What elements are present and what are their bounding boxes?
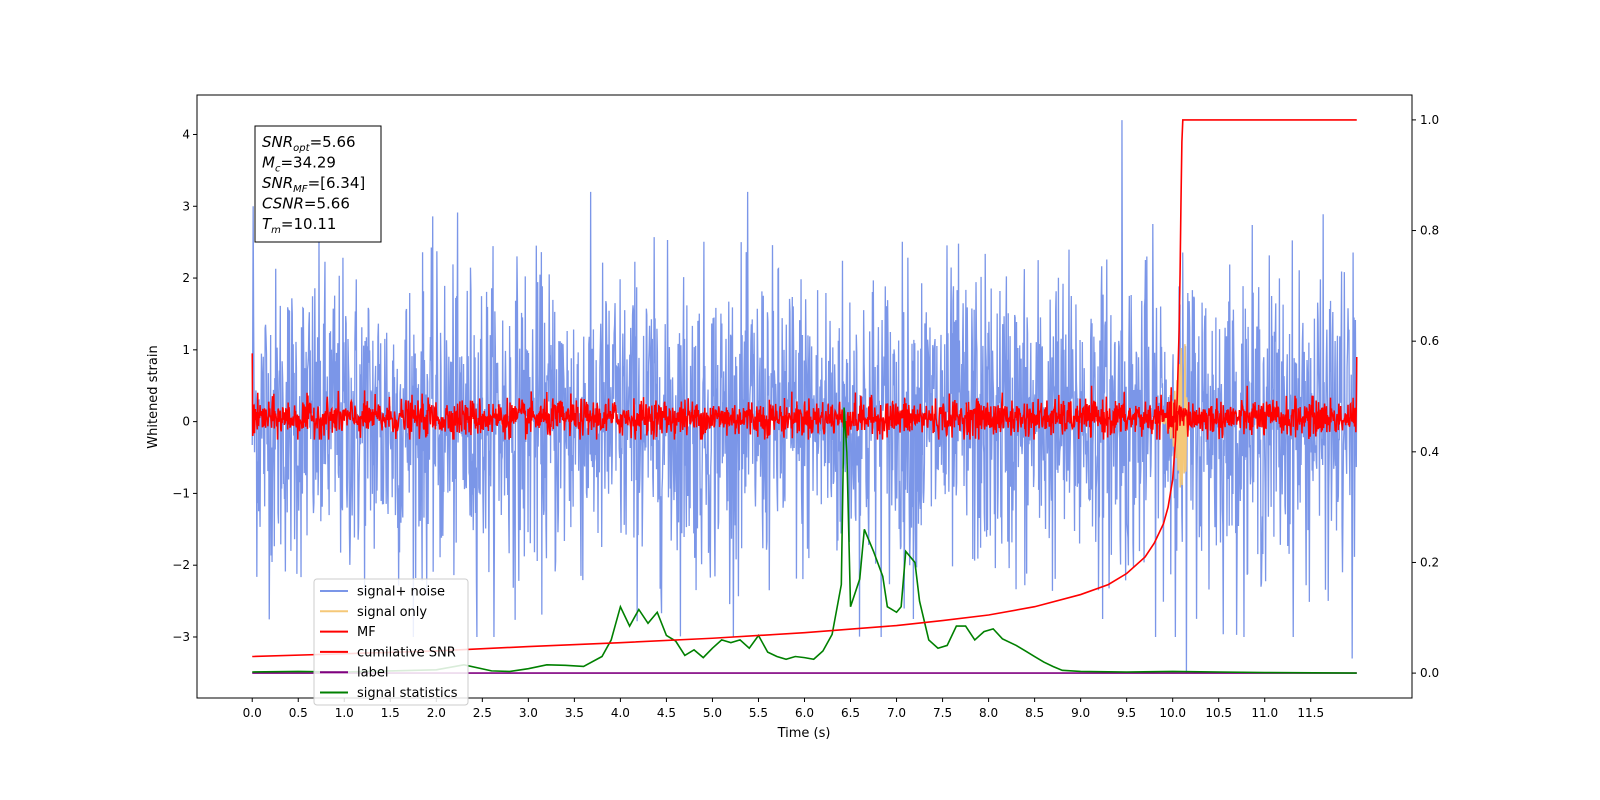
info-box-line: SNRopt=5.66 (262, 133, 356, 154)
legend-frame (313, 578, 469, 706)
y-tick-label-right: 0.8 (1420, 224, 1439, 238)
info-box: SNRopt=5.66Mc=34.29SNRMF=[6.34]CSNR=5.66… (254, 125, 382, 243)
y-tick-label-left: −1 (172, 486, 190, 500)
x-tick-label: 0.5 (289, 706, 308, 720)
y-tick-label-left: −3 (172, 630, 190, 644)
y-tick-label-left: 2 (182, 271, 190, 285)
x-tick-label: 3.5 (565, 706, 584, 720)
info-box-frame (254, 125, 382, 243)
x-tick-label: 5.0 (703, 706, 722, 720)
info-box-line: SNRMF=[6.34] (262, 174, 365, 195)
series-signal-statistics (252, 407, 1357, 674)
x-tick-label: 5.5 (749, 706, 768, 720)
x-tick-label: 2.0 (427, 706, 446, 720)
y-tick-label-right: 0.6 (1420, 334, 1439, 348)
legend: signal+ noise signal only MF cumilative SNR… (313, 578, 469, 706)
x-tick-label: 10.5 (1205, 706, 1232, 720)
x-tick-label: 6.0 (795, 706, 814, 720)
x-tick-label: 11.0 (1251, 706, 1278, 720)
y-tick-label-right: 0.2 (1420, 555, 1439, 569)
x-tick-label: 2.5 (473, 706, 492, 720)
x-tick-label: 7.0 (887, 706, 906, 720)
legend-label: signal statistics (357, 686, 458, 701)
y-tick-label-left: 0 (182, 415, 190, 429)
x-tick-label: 7.5 (933, 706, 952, 720)
x-tick-label: 9.5 (1117, 706, 1136, 720)
x-axis-label: Time (s) (777, 726, 831, 741)
legend-label: cumilative SNR (357, 645, 456, 660)
y-tick-label-right: 1.0 (1420, 113, 1439, 127)
y-tick-label-left: 4 (182, 127, 190, 141)
y-tick-label-right: 0.0 (1420, 666, 1439, 680)
info-box-line: Tm=10.11 (262, 215, 336, 236)
x-tick-label: 9.0 (1071, 706, 1090, 720)
y-tick-label-left: 3 (182, 199, 190, 213)
legend-label: label (357, 666, 388, 681)
info-box-line: Mc=34.29 (262, 154, 336, 175)
x-tick-label: 8.0 (979, 706, 998, 720)
x-tick-label: 3.0 (519, 706, 538, 720)
y-tick-label-left: 1 (182, 343, 190, 357)
legend-label: signal+ noise (357, 585, 445, 600)
y-axis-left: −3 −2 −1 0 1 2 3 4 (172, 127, 197, 644)
x-tick-label: 1.5 (381, 706, 400, 720)
x-axis: 0.0 0.5 1.0 1.5 2.0 2.5 3.0 3.5 4.0 4.5 5.0 5.5 6.0 6… (243, 698, 1324, 720)
y-tick-label-left: −2 (172, 558, 190, 572)
x-tick-label: 4.5 (657, 706, 676, 720)
series-cumulative-snr (252, 119, 1357, 658)
x-tick-label: 4.0 (611, 706, 630, 720)
x-tick-label: 11.5 (1297, 706, 1324, 720)
legend-label: MF (357, 625, 376, 640)
y-tick-label-right: 0.4 (1420, 445, 1439, 459)
y-axis-right: 0.0 0.2 0.4 0.6 0.8 1.0 (1412, 113, 1439, 680)
info-box-line: CSNR=5.66 (262, 195, 350, 213)
y-axis-label: Whitened strain (146, 345, 161, 448)
legend-label: signal only (357, 605, 427, 620)
x-tick-label: 0.0 (243, 706, 262, 720)
x-tick-label: 10.0 (1159, 706, 1186, 720)
x-tick-label: 1.0 (335, 706, 354, 720)
series-mf (251, 353, 1358, 440)
x-tick-label: 8.5 (1025, 706, 1044, 720)
x-tick-label: 6.5 (841, 706, 860, 720)
